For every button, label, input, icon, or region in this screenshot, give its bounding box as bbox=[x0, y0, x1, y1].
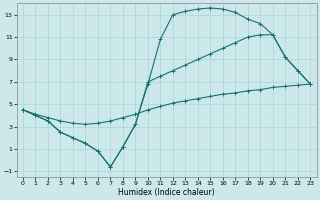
X-axis label: Humidex (Indice chaleur): Humidex (Indice chaleur) bbox=[118, 188, 215, 197]
